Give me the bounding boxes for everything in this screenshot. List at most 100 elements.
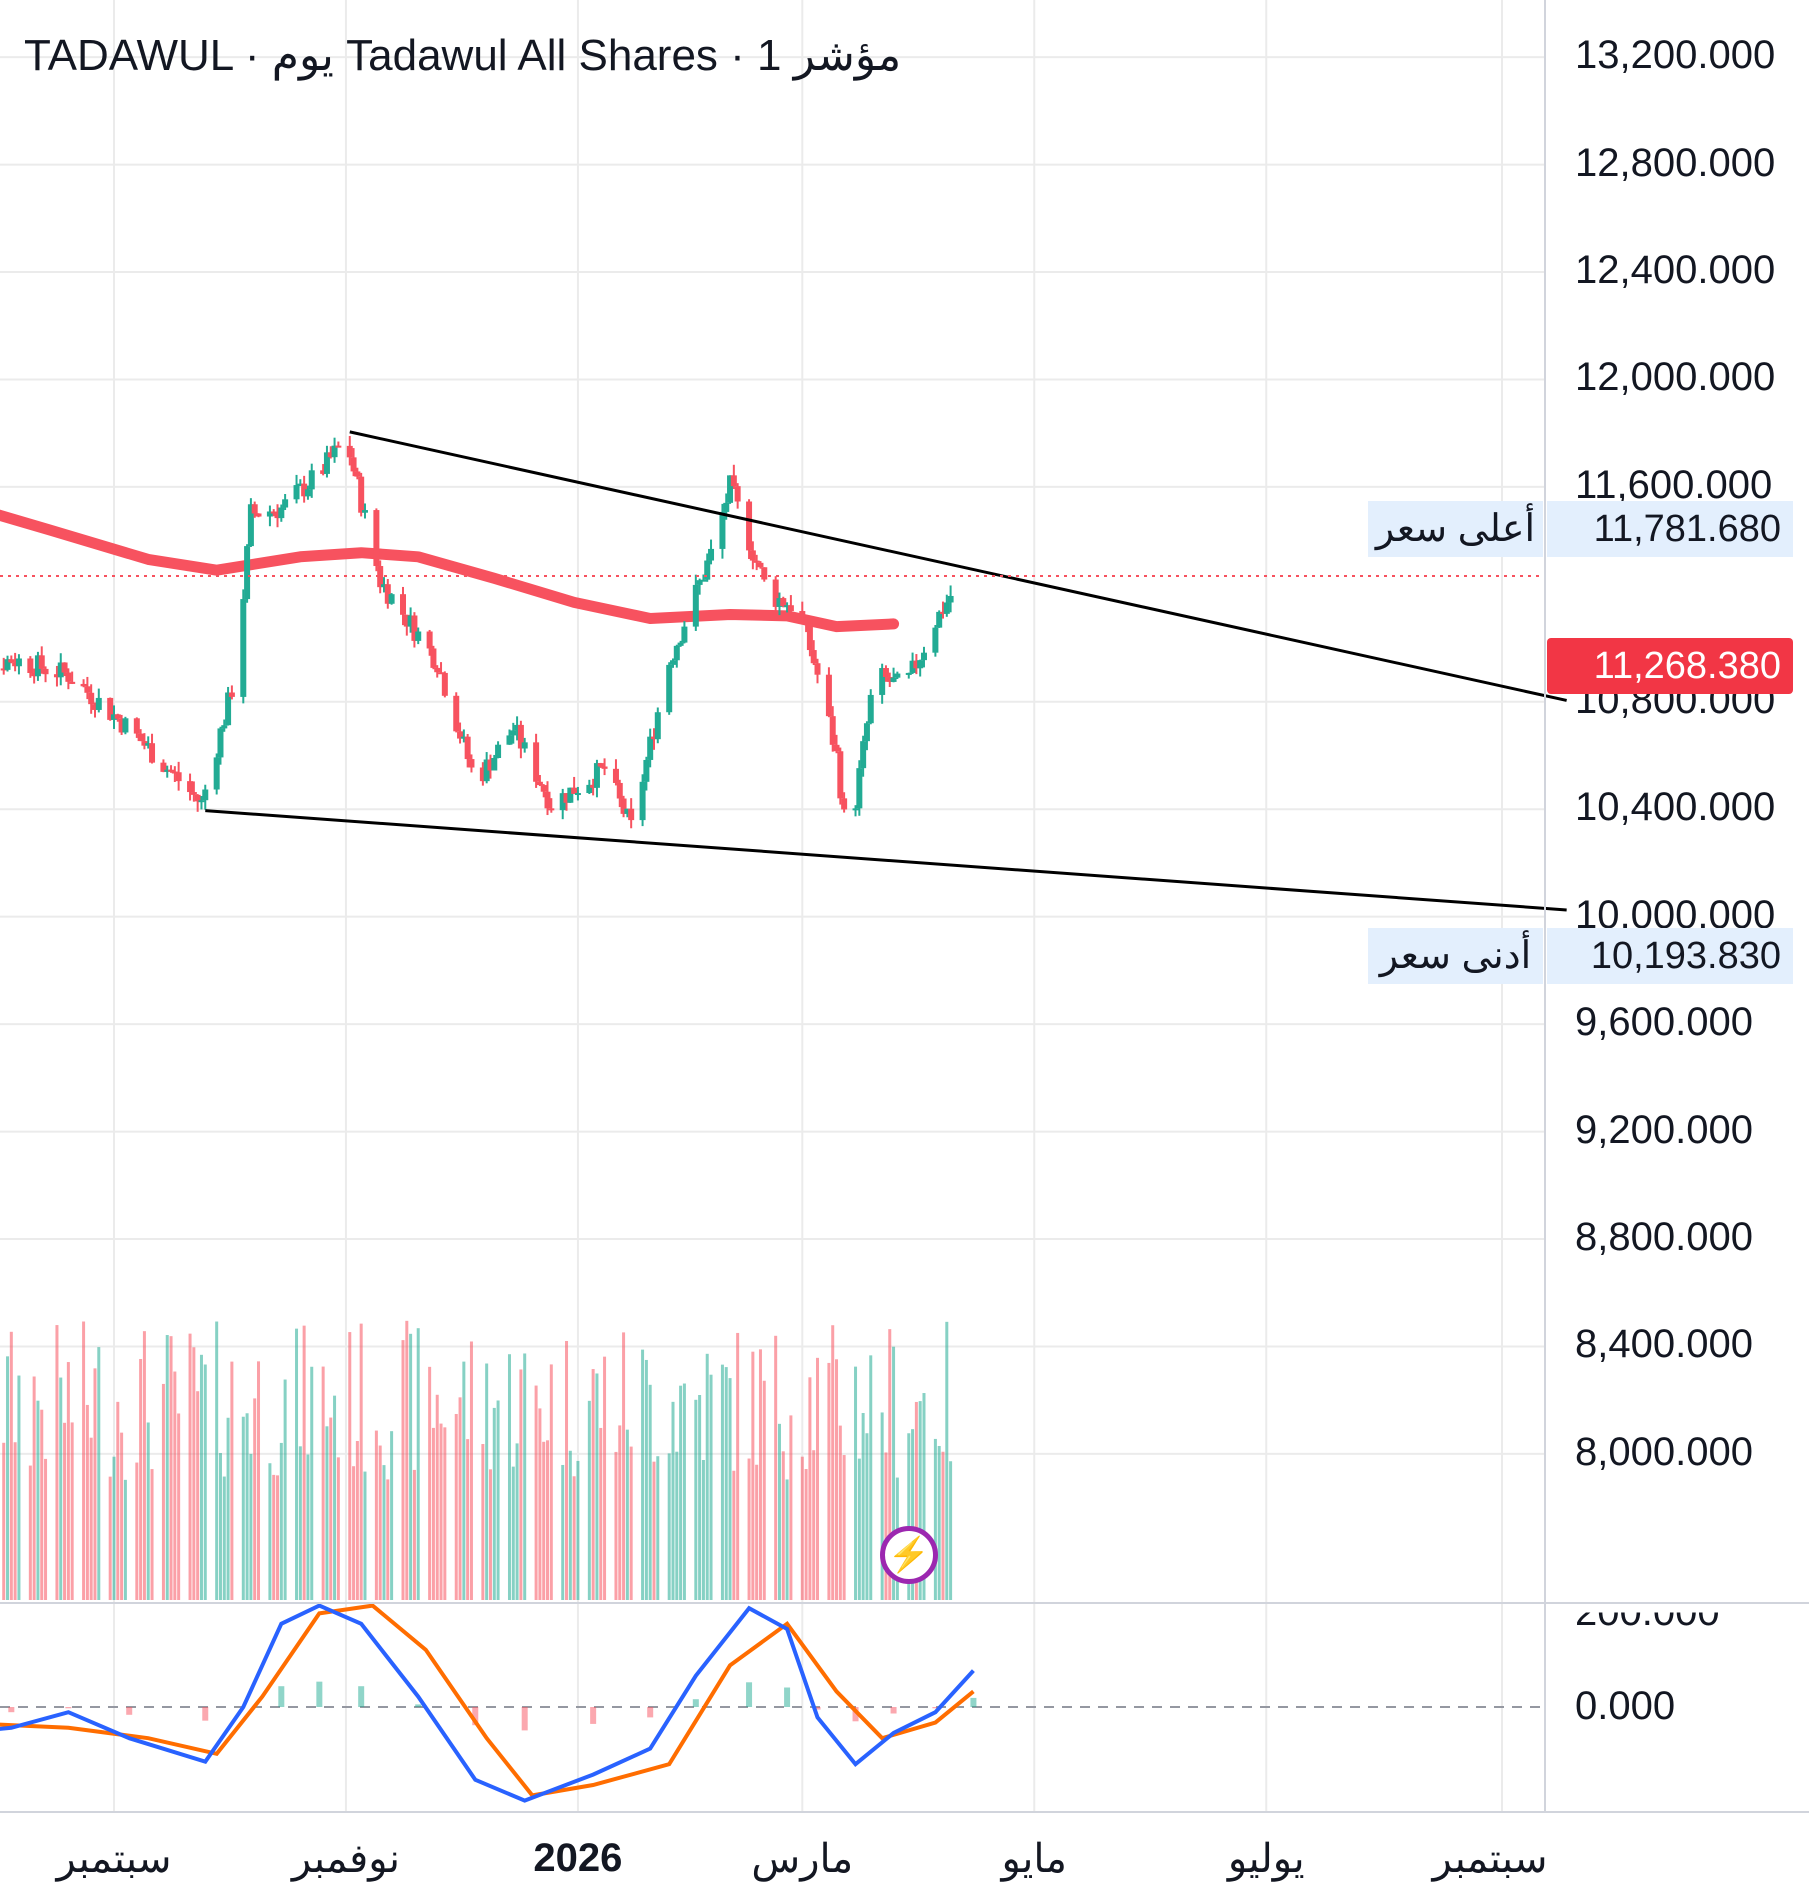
volume-bar [222, 1476, 226, 1600]
candle-body [8, 659, 15, 663]
volume-bar [599, 1427, 603, 1600]
volume-bar [28, 1465, 32, 1600]
candle-body [293, 485, 300, 500]
volume-bar [82, 1321, 86, 1600]
volume-bar [777, 1423, 781, 1600]
volume-bar [922, 1393, 926, 1600]
volume-bar [629, 1446, 633, 1600]
candle-body [643, 759, 650, 782]
candle-body [190, 792, 197, 795]
volume-bar [390, 1431, 394, 1600]
candle-body [198, 800, 205, 803]
volume-bar [667, 1453, 671, 1600]
volume-bar [13, 1442, 17, 1600]
macd-histogram-bar [126, 1707, 133, 1715]
volume-bar [648, 1384, 652, 1600]
lightning-bolt-icon[interactable]: ⚡ [880, 1526, 938, 1584]
candle-body [757, 562, 764, 568]
volume-bar [736, 1332, 740, 1600]
candle-body [544, 791, 551, 809]
volume-bar [542, 1441, 546, 1600]
volume-bar [386, 1479, 390, 1600]
candle-body [350, 457, 357, 472]
candle-body [415, 631, 422, 641]
volume-bar [188, 1333, 192, 1600]
macd-histogram-bar [316, 1681, 323, 1707]
macd-histogram-bar [358, 1686, 365, 1707]
volume-bar [32, 1376, 36, 1600]
candle-body [160, 762, 167, 772]
candle-body [780, 598, 787, 607]
volume-bar [941, 1451, 945, 1600]
macd-histogram-bar [590, 1707, 597, 1724]
candle-body [27, 658, 34, 674]
candle-body [34, 655, 41, 677]
candle-body [255, 513, 262, 517]
volume-bar [405, 1320, 409, 1600]
candle-body [521, 742, 528, 749]
candle-body [426, 631, 433, 649]
volume-bar [933, 1438, 937, 1600]
time-tick-label: 2026 [533, 1836, 623, 1880]
volume-bar [462, 1361, 466, 1600]
candle-body [301, 483, 308, 497]
volume-bar [831, 1325, 835, 1600]
volume-bar [378, 1445, 382, 1600]
candle-body [164, 769, 171, 772]
volume-bar [781, 1451, 785, 1600]
candle-body [882, 668, 889, 678]
candle-body [681, 626, 688, 643]
candle-body [586, 784, 593, 794]
volume-bar [66, 1362, 70, 1600]
volume-bar [169, 1336, 173, 1600]
volume-bar [485, 1363, 489, 1600]
candle-body [145, 743, 152, 746]
volume-bar [435, 1394, 439, 1600]
volume-bar [59, 1377, 63, 1600]
volume-bar [705, 1353, 709, 1600]
candle-body [304, 489, 311, 497]
candle-body [943, 602, 950, 614]
macd-histogram-bar [932, 1707, 939, 1709]
volume-bar [295, 1328, 299, 1600]
volume-bar [572, 1476, 576, 1600]
volume-bar [40, 1409, 44, 1600]
volume-bar [587, 1400, 591, 1600]
candle-body [80, 683, 87, 687]
volume-bar [310, 1366, 314, 1600]
candle-body [460, 736, 467, 739]
candle-body [479, 767, 486, 782]
volume-bar [709, 1374, 713, 1600]
volume-bar [949, 1461, 953, 1600]
volume-bar [758, 1349, 762, 1600]
candle-body [95, 697, 102, 710]
candle-body [719, 511, 726, 549]
volume-bar [937, 1445, 941, 1600]
volume-bar [880, 1412, 884, 1600]
panel-separators [0, 0, 1809, 1813]
candle-body [225, 692, 232, 726]
candle-body [650, 736, 657, 740]
volume-bar [146, 1422, 150, 1600]
candle-body [536, 781, 543, 786]
candle-body [833, 744, 840, 752]
volume-bar [458, 1397, 462, 1600]
candle-body [483, 759, 490, 782]
trendlines[interactable] [205, 430, 1567, 912]
volume-bar [800, 1456, 804, 1600]
candle-body [825, 674, 832, 717]
volume-bar [911, 1429, 915, 1600]
volume-bar [812, 1450, 816, 1600]
candle-body [133, 718, 140, 734]
candle-body [787, 605, 794, 612]
macd-panel [0, 1603, 1545, 1803]
volume-bar [565, 1340, 569, 1600]
candle-body [149, 743, 156, 763]
candle-body [244, 546, 251, 600]
volume-bar [888, 1329, 892, 1600]
volume-bar [443, 1427, 447, 1600]
volume-bar [751, 1351, 755, 1600]
candle-body [567, 787, 574, 803]
